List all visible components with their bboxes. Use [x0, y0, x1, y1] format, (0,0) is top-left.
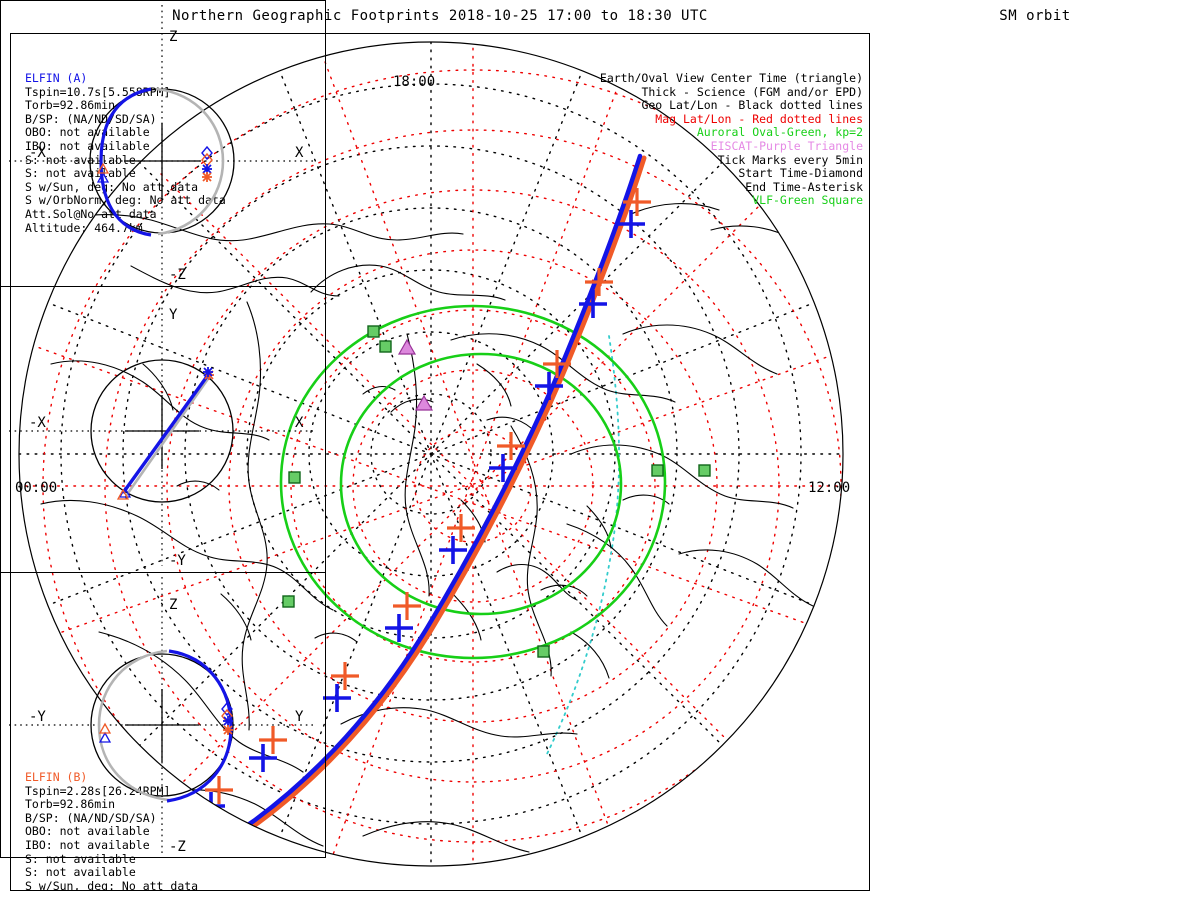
legend-entry: End Time-Asterisk — [745, 179, 863, 194]
elfin-a-info-block: ELFIN (A) Tspin=10.7s[5.558RPM] Torb=92.8… — [25, 71, 226, 236]
elfin-b-info-block: ELFIN (B) Tspin=2.28s[26.24RPM] Torb=92.8… — [25, 770, 226, 891]
elfin-b-info-line: S: not available — [25, 851, 136, 866]
elfin-a-name: ELFIN (A) — [25, 71, 88, 85]
elfin-a-info-line: IBO: not available — [25, 138, 150, 153]
axis-label-left: -Y — [29, 709, 46, 725]
elfin-b-name: ELFIN (B) — [25, 770, 88, 784]
orbit-trace-blue — [99, 87, 152, 237]
orbit-trace-gray — [97, 649, 170, 802]
legend-entry: Mag Lat/Lon - Red dotted lines — [655, 111, 863, 126]
legend-entry: Tick Marks every 5min — [717, 152, 863, 167]
legend-entry: Geo Lat/Lon - Black dotted lines — [641, 98, 863, 113]
axis-label-right: X — [295, 415, 304, 431]
clock-label-left: 00:00 — [15, 480, 58, 496]
vlf-square — [288, 471, 301, 484]
center-time-triangle — [96, 162, 110, 183]
legend-entry: Auroral Oval-Green, kp=2 — [696, 125, 863, 140]
axis-label-top: Z — [169, 597, 177, 613]
elfin-b-info-line: IBO: not available — [25, 837, 150, 852]
orbit-panel-title: SM orbit — [999, 8, 1071, 24]
globe-limb — [18, 41, 844, 867]
end-marker-asterisk — [203, 367, 214, 380]
elfin-a-info-line: S: not available — [25, 166, 136, 181]
axis-label-top: Y — [169, 307, 178, 323]
tick-cross-vertical — [209, 210, 633, 820]
eiscat-triangle — [414, 394, 434, 411]
axis-label-bottom: -Z — [169, 267, 186, 283]
vlf-square — [367, 325, 380, 338]
end-marker-asterisk — [223, 716, 233, 735]
tick-cross-vertical-b — [217, 188, 639, 804]
mag-lon-grid — [19, 42, 843, 866]
clock-label-right: 12:00 — [808, 480, 851, 496]
sm-orbit-xy-canvas: Y -Y -X X — [9, 291, 316, 569]
elfin-a-info-line: OBO: not available — [25, 125, 150, 140]
legend-entry: VLF-Green Square — [752, 193, 863, 208]
center-time-triangle — [116, 486, 132, 500]
axis-label-top: Z — [169, 29, 177, 45]
legend-entry: EISCAT-Purple Triangle — [710, 138, 863, 153]
sm-orbit-panel-xz[interactable]: Z -Z -X X — [0, 0, 326, 286]
elfin-b-info-line: S w/Sun, deg: No att data — [25, 878, 199, 891]
sm-orbit-yz-canvas: Z -Z -Y Y — [9, 577, 316, 855]
auroral-oval — [279, 304, 667, 660]
elfin-a-lines: Tspin=10.7s[5.558RPM] Torb=92.86min B/SP: … — [25, 85, 226, 236]
vlf-square — [379, 340, 392, 353]
auroral-oval-outer — [279, 304, 667, 660]
vlf-square — [282, 595, 295, 608]
elfin-a-info-line: S w/OrbNorm, deg: No att data — [25, 193, 226, 208]
end-marker-asterisk — [202, 164, 212, 182]
orbit-trace-blue — [121, 374, 210, 494]
orbit-trace-gray — [155, 87, 225, 236]
clock-label-top: 18:00 — [393, 74, 436, 90]
center-time-triangle — [98, 722, 112, 743]
elfin-b-info-line: B/SP: (NA/ND/SD/SA) — [25, 810, 157, 825]
vlf-green-squares — [282, 325, 711, 658]
orbit-trace-blue — [166, 649, 233, 803]
elfin-a-info-line: B/SP: (NA/ND/SD/SA) — [25, 111, 157, 126]
eiscat-triangle — [397, 338, 417, 355]
map-legend: Earth/Oval View Center Time (triangle) Th… — [599, 71, 863, 208]
elfin-a-info-line: S w/Sun, deg: No att data — [25, 179, 199, 194]
elfin-a-info-line: S: not available — [25, 152, 136, 167]
terminator-line — [546, 335, 620, 755]
sm-orbit-column: Z -Z -X X — [0, 0, 326, 858]
auroral-oval-inner — [339, 352, 623, 616]
vlf-square — [537, 645, 550, 658]
axis-label-left: -X — [29, 415, 46, 431]
elfin-b-lines: Tspin=2.28s[26.24RPM] Torb=92.86min B/SP: … — [25, 784, 226, 891]
axis-label-right: X — [295, 145, 304, 161]
sm-orbit-panel-yz[interactable]: Z -Z -Y Y — [0, 572, 326, 858]
elfin-a-ground-track — [180, 153, 643, 842]
sm-orbit-xz-canvas: Z -Z -X X — [9, 5, 316, 283]
elfin-b-info-line: Torb=92.86min — [25, 797, 116, 812]
legend-entry: Start Time-Diamond — [738, 166, 863, 181]
elfin-a-info-line: Att.Sol@No att data — [25, 206, 157, 221]
start-marker-diamond — [201, 145, 213, 168]
legend-entry: Thick - Science (FGM and/or EPD) — [641, 84, 863, 99]
vlf-square — [651, 464, 664, 477]
elfin-b-info-line: OBO: not available — [25, 824, 150, 839]
legend-entry: Earth/Oval View Center Time (triangle) — [599, 71, 863, 85]
map-panel-title: Northern Geographic Footprints 2018-10-2… — [172, 8, 708, 24]
elfin-a-info-line: Altitude: 464.7km — [25, 220, 143, 235]
axis-label-left: -X — [29, 145, 46, 161]
elfin-a-info-line: Torb=92.86min — [25, 98, 116, 113]
orbit-trace-gray — [124, 375, 212, 497]
axis-label-right: Y — [295, 709, 304, 725]
axis-label-bottom: -Y — [169, 553, 186, 569]
elfin-b-info-line: S: not available — [25, 865, 136, 880]
axis-label-bottom: -Z — [169, 839, 186, 855]
vlf-square — [698, 464, 711, 477]
sm-orbit-panel-xy[interactable]: Y -Y -X X — [0, 286, 326, 572]
eiscat-triangles — [397, 338, 434, 411]
